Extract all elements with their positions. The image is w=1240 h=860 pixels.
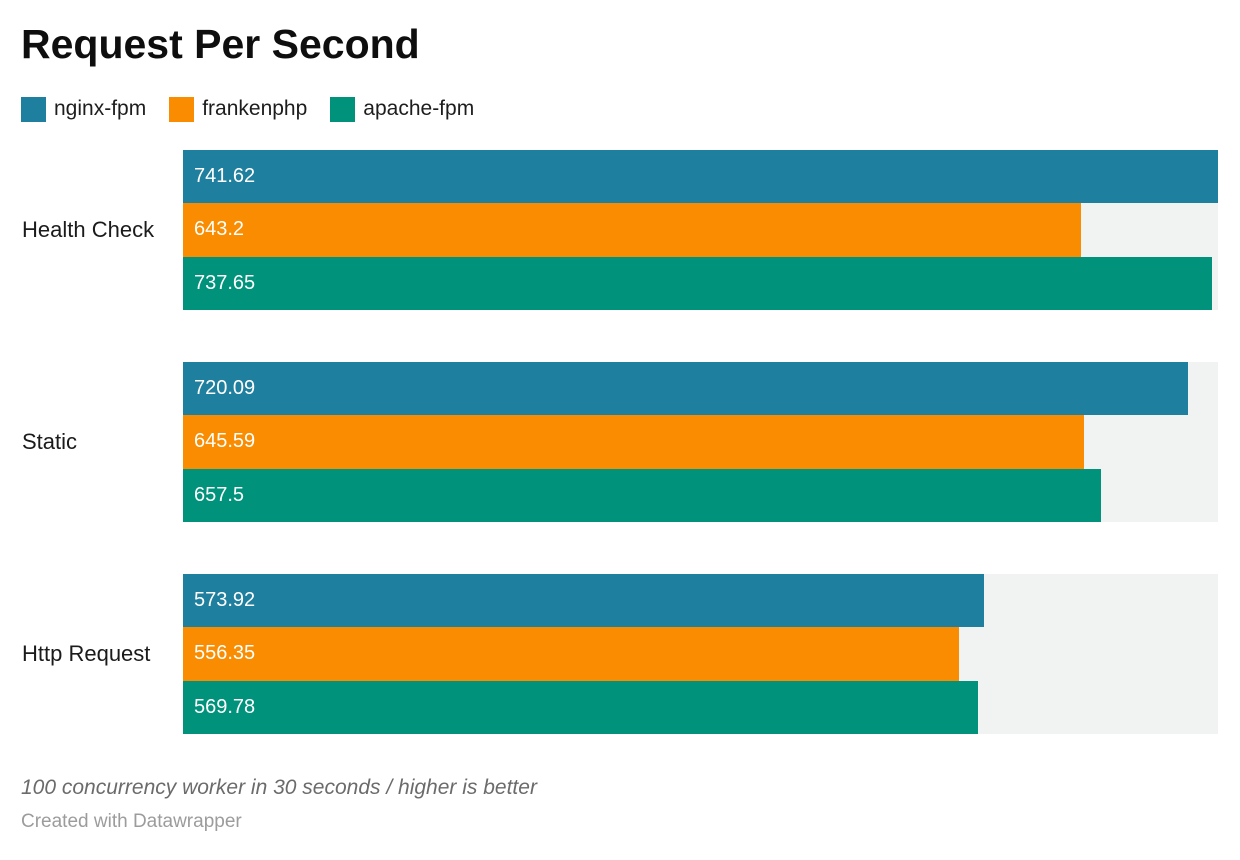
bar-frankenphp: 643.2: [183, 203, 1081, 257]
value-label: 720.09: [194, 377, 256, 400]
bar-column: 741.62 643.2 737.65: [183, 150, 1218, 310]
datawrapper-attribution: Created with Datawrapper: [21, 811, 242, 832]
bar-area: 741.62 643.2 737.65: [183, 150, 1218, 310]
legend-label: nginx-fpm: [54, 97, 147, 120]
legend-label: apache-fpm: [363, 97, 475, 120]
bar-chart: Health Check 741.62 643.2 737.65 Static 720.0…: [21, 150, 1218, 734]
legend-swatch-apache-fpm: [330, 96, 356, 122]
category-label: Http Request: [22, 641, 151, 666]
value-label: 645.59: [194, 430, 256, 453]
value-label: 569.78: [194, 695, 256, 718]
bar-group: Static 720.09 645.59 657.5: [21, 362, 1218, 522]
bar-nginx-fpm: 720.09: [183, 362, 1188, 416]
chart-note: 100 concurrency worker in 30 seconds / h…: [21, 776, 537, 799]
bar-column: 573.92 556.35 569.78: [183, 574, 1218, 734]
value-label: 556.35: [194, 642, 256, 665]
bar-apache-fpm: 737.65: [183, 256, 1213, 310]
chart-title: Request Per Second: [21, 21, 420, 67]
bar-frankenphp: 556.35: [183, 627, 960, 681]
legend-item-apache-fpm: apache-fpm: [330, 96, 475, 122]
category-label: Static: [22, 429, 78, 454]
value-label: 737.65: [194, 271, 256, 294]
legend-swatch-nginx-fpm: [21, 96, 46, 122]
bar-frankenphp: 645.59: [183, 415, 1084, 469]
bar-group: Health Check 741.62 643.2 737.65: [21, 150, 1218, 310]
legend-swatch-frankenphp: [169, 96, 195, 122]
bar-apache-fpm: 569.78: [183, 680, 979, 734]
value-label: 657.5: [194, 483, 245, 506]
bar-apache-fpm: 657.5: [183, 468, 1101, 522]
value-label: 573.92: [194, 589, 256, 612]
bar-nginx-fpm: 573.92: [183, 574, 984, 628]
legend-label: frankenphp: [202, 97, 308, 120]
legend: nginx-fpm frankenphp apache-fpm: [21, 96, 1218, 122]
legend-item-frankenphp: frankenphp: [169, 96, 308, 122]
bar-area: 720.09 645.59 657.5: [183, 362, 1218, 522]
bar-nginx-fpm: 741.62: [183, 150, 1218, 204]
value-label: 741.62: [194, 165, 256, 188]
category-label: Health Check: [22, 217, 155, 242]
legend-item-nginx-fpm: nginx-fpm: [21, 96, 147, 122]
bar-group: Http Request 573.92 556.35 569.78: [21, 574, 1218, 734]
bar-column: 720.09 645.59 657.5: [183, 362, 1218, 522]
value-label: 643.2: [194, 218, 245, 241]
bar-area: 573.92 556.35 569.78: [183, 574, 1218, 734]
